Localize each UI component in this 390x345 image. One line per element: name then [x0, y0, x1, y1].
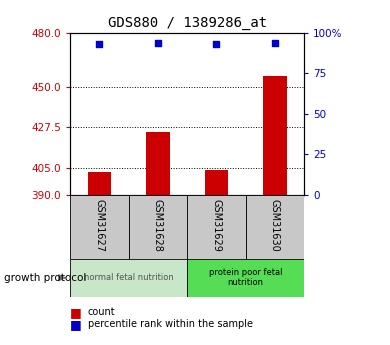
Text: ■: ■: [70, 318, 82, 331]
Text: GSM31628: GSM31628: [153, 199, 163, 252]
Text: count: count: [88, 307, 115, 317]
Text: normal fetal nutrition: normal fetal nutrition: [84, 273, 174, 282]
Bar: [146, 132, 170, 195]
Text: GSM31627: GSM31627: [94, 199, 105, 253]
Bar: [187, 259, 304, 297]
Title: GDS880 / 1389286_at: GDS880 / 1389286_at: [108, 16, 267, 30]
Point: [213, 41, 220, 47]
Bar: [70, 259, 187, 297]
Bar: [88, 171, 111, 195]
Point: [96, 41, 103, 47]
Point: [272, 40, 278, 46]
Bar: [70, 195, 129, 259]
Bar: [263, 76, 287, 195]
Bar: [205, 170, 228, 195]
Text: ■: ■: [70, 306, 82, 319]
Text: protein poor fetal
nutrition: protein poor fetal nutrition: [209, 268, 282, 287]
Bar: [129, 195, 187, 259]
Bar: [187, 195, 246, 259]
Point: [155, 41, 161, 46]
Bar: [246, 195, 304, 259]
Text: GSM31629: GSM31629: [211, 199, 222, 252]
Text: percentile rank within the sample: percentile rank within the sample: [88, 319, 253, 329]
Text: GSM31630: GSM31630: [270, 199, 280, 252]
Text: growth protocol: growth protocol: [4, 273, 86, 283]
